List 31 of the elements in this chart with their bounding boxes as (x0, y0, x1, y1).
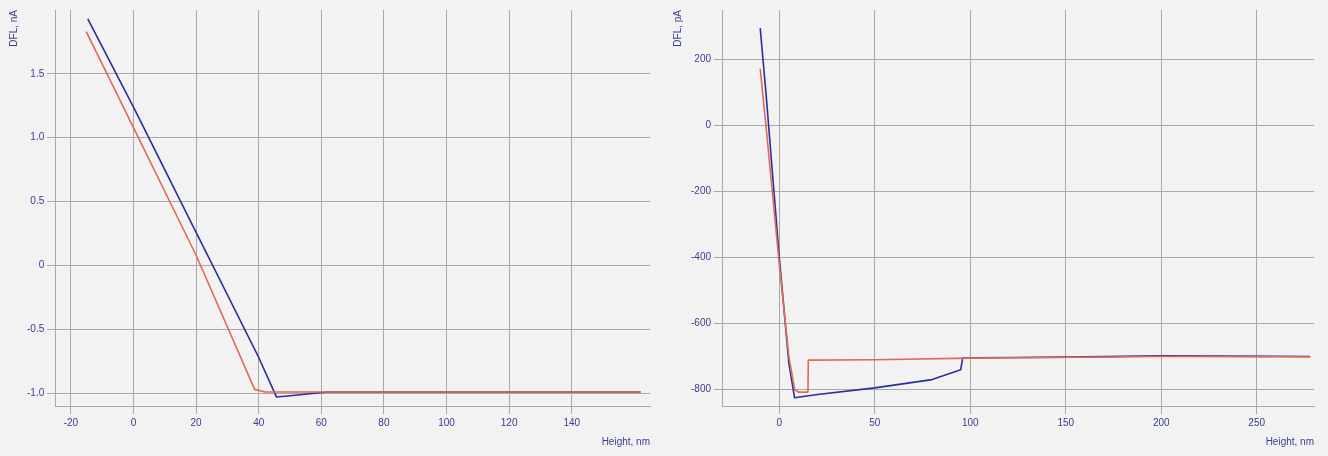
y-axis-title: DFL, pA (671, 9, 683, 47)
x-tick-label: 100 (438, 416, 456, 428)
x-tick-label: 60 (315, 416, 328, 428)
y-tick-label: -800 (691, 383, 712, 395)
y-tick-label: 200 (694, 53, 712, 65)
y-tick-label: -1.0 (27, 386, 45, 398)
y-tick-label: 0 (38, 259, 45, 271)
x-tick-label: 0 (776, 416, 783, 428)
x-tick-label: 80 (378, 416, 390, 428)
x-tick-label: 250 (1248, 416, 1266, 428)
y-axis-title: DFL, nA (7, 9, 19, 47)
y-tick-label: -200 (691, 185, 712, 197)
y-tick-label: -400 (691, 251, 712, 263)
x-tick-label: -20 (63, 416, 79, 428)
y-tick-label: -600 (691, 317, 712, 329)
x-tick-label: 40 (253, 416, 265, 428)
x-tick-label: 140 (563, 416, 581, 428)
x-tick-label: 20 (190, 416, 203, 428)
x-tick-label: 150 (1057, 416, 1075, 428)
x-axis-title: Height, nm (601, 435, 650, 447)
x-tick-label: 120 (500, 416, 518, 428)
y-tick-label: 0.5 (30, 195, 45, 207)
x-tick-label: 100 (961, 416, 980, 428)
y-tick-label: -0.5 (27, 323, 45, 335)
y-tick-label: 1.0 (30, 131, 45, 143)
y-tick-label: 1.5 (30, 67, 45, 79)
x-axis-title: Height, nm (1265, 435, 1314, 447)
x-tick-label: 200 (1152, 416, 1171, 428)
y-tick-label: 0 (705, 119, 712, 131)
x-tick-label: 50 (869, 416, 881, 428)
x-tick-label: 0 (130, 416, 137, 428)
